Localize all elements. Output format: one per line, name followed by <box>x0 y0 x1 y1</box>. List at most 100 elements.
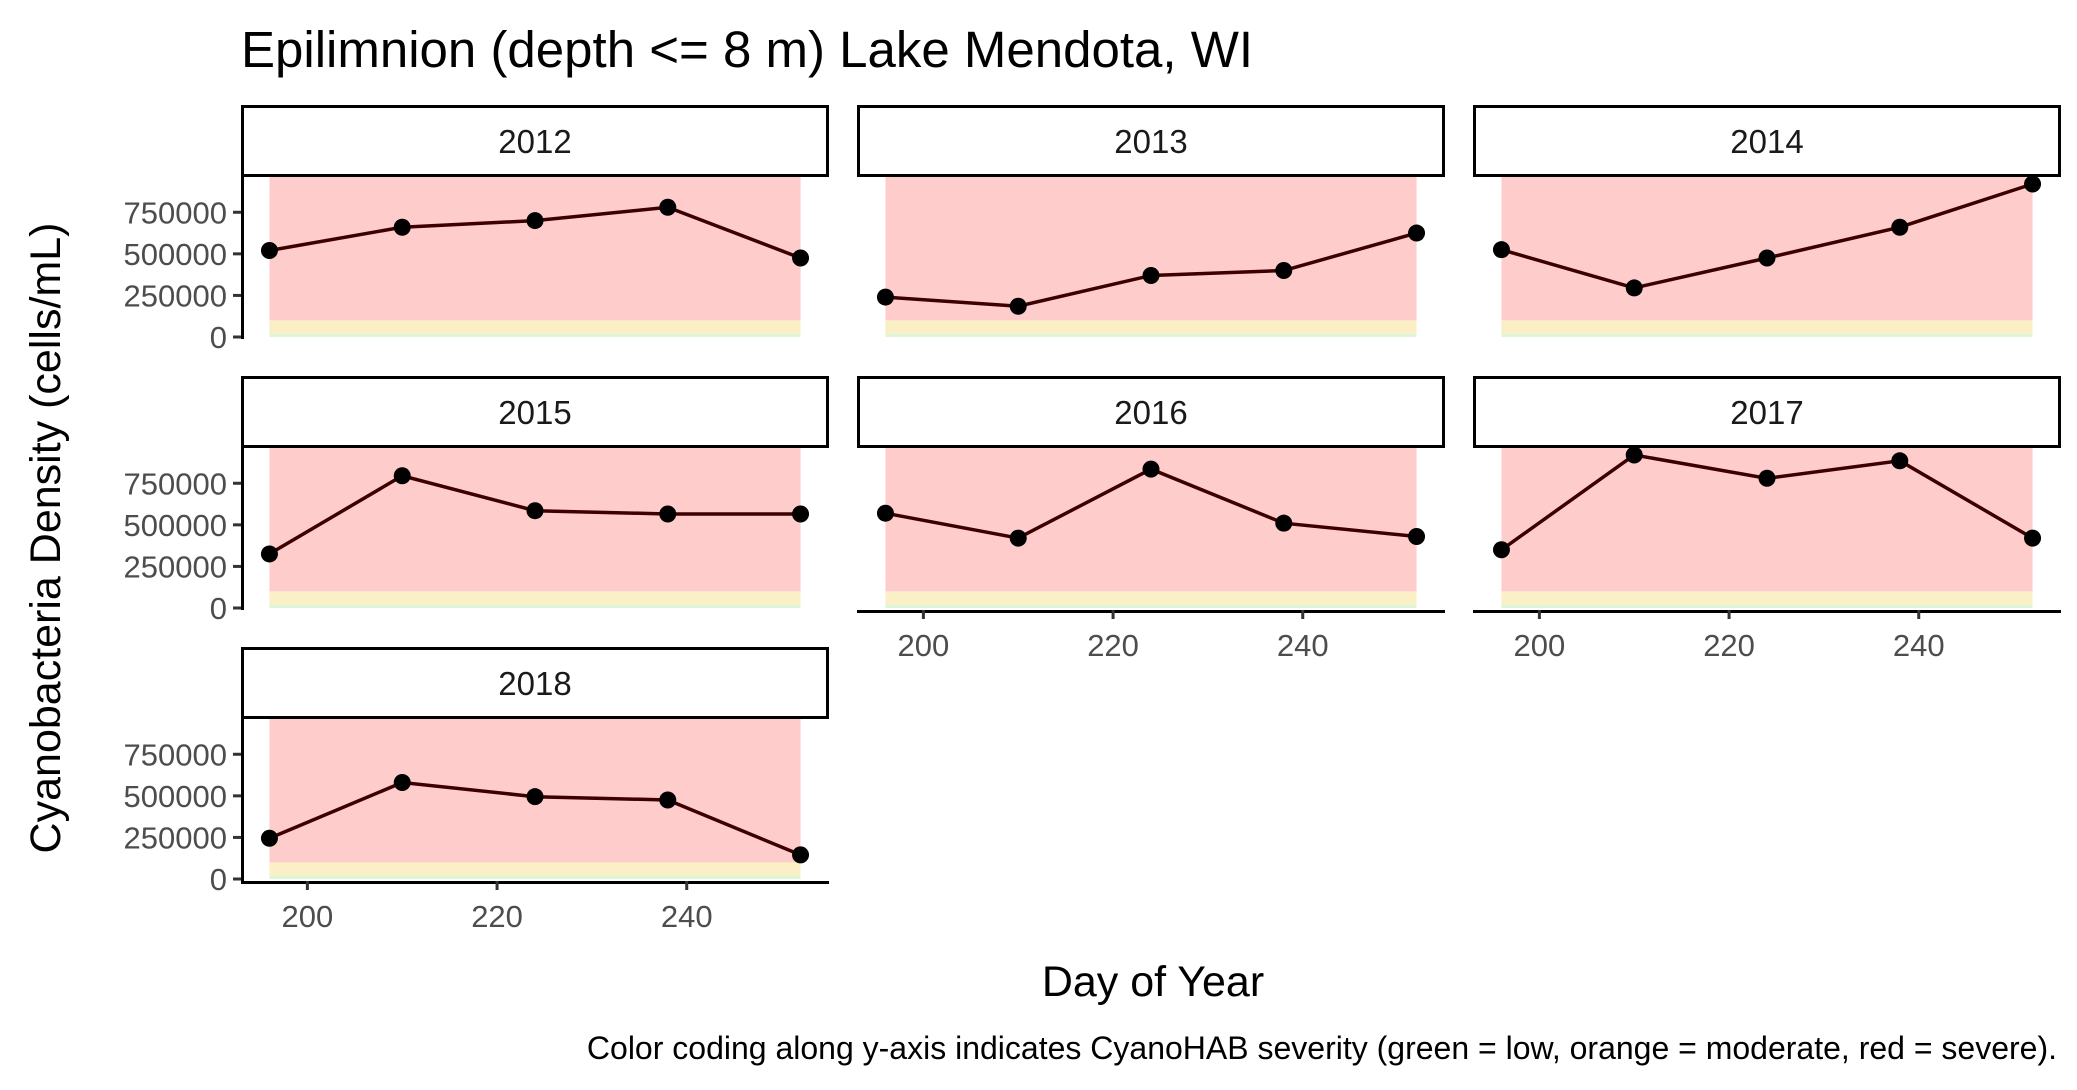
panel-2016: 2016 200 220 240 <box>857 376 1445 663</box>
band-moderate-2014 <box>1501 320 2033 334</box>
strip-label-2014: 2014 <box>1730 123 1803 160</box>
strip-label-2015: 2015 <box>498 394 571 431</box>
data-point-2012-224 <box>526 212 544 230</box>
data-point-2014-196 <box>1492 241 1510 259</box>
strip-2016 <box>857 376 1445 448</box>
x-tick-label-2017-240: 240 <box>1893 628 1945 663</box>
data-point-2015-238 <box>659 505 677 523</box>
data-point-2014-238 <box>1891 218 1909 236</box>
strip-2018 <box>241 647 829 719</box>
data-point-2012-238 <box>659 198 677 216</box>
panel-2018: 2018 0 250000 500000 750000 200 220 240 <box>124 647 829 934</box>
data-point-2012-210 <box>393 218 411 236</box>
panel-2012: 2012 0 250000 500000 750000 <box>124 105 829 355</box>
data-point-2014-252 <box>2024 175 2042 193</box>
panel-2013: 2013 <box>857 105 1445 337</box>
data-point-2013-238 <box>1275 261 1293 279</box>
band-low-2012 <box>269 333 801 337</box>
strip-2013 <box>857 105 1445 177</box>
data-point-2013-210 <box>1009 297 1027 315</box>
data-point-2018-252 <box>792 846 810 864</box>
data-point-2015-252 <box>792 505 810 523</box>
strip-2012 <box>241 105 829 177</box>
band-low-2017 <box>1501 604 2033 608</box>
band-moderate-2012 <box>269 320 801 334</box>
band-moderate-2016 <box>885 591 1417 605</box>
data-point-2015-224 <box>526 502 544 520</box>
y-tick-label-2015-750000: 750000 <box>124 466 227 501</box>
data-point-2017-252 <box>2024 529 2042 547</box>
y-tick-label-2018-250000: 250000 <box>124 820 227 855</box>
y-tick-label-2012-750000: 750000 <box>124 195 227 230</box>
x-tick-label-2016-240: 240 <box>1277 628 1329 663</box>
x-tick-label-2016-220: 220 <box>1087 628 1139 663</box>
data-point-2013-196 <box>876 288 894 306</box>
band-severe-2014 <box>1501 177 2033 321</box>
band-severe-2013 <box>885 177 1417 321</box>
strip-label-2016: 2016 <box>1114 394 1187 431</box>
data-point-2012-196 <box>260 242 278 260</box>
data-point-2017-196 <box>1492 541 1510 559</box>
y-tick-label-2012-0: 0 <box>210 320 227 355</box>
data-point-2013-224 <box>1142 266 1160 284</box>
data-point-2018-210 <box>393 774 411 792</box>
x-tick-label-2017-220: 220 <box>1703 628 1755 663</box>
y-tick-label-2018-750000: 750000 <box>124 737 227 772</box>
data-point-2012-252 <box>792 249 810 267</box>
strip-2014 <box>1473 105 2061 177</box>
strip-2015 <box>241 376 829 448</box>
data-point-2016-210 <box>1009 529 1027 547</box>
y-tick-label-2012-500000: 500000 <box>124 237 227 272</box>
strip-label-2013: 2013 <box>1114 123 1187 160</box>
data-point-2017-238 <box>1891 452 1909 470</box>
band-moderate-2018 <box>269 862 801 876</box>
band-low-2018 <box>269 875 801 879</box>
band-low-2016 <box>885 604 1417 608</box>
y-tick-label-2015-500000: 500000 <box>124 508 227 543</box>
x-tick-label-2018-220: 220 <box>471 899 523 934</box>
chart-caption: Color coding along y-axis indicates Cyan… <box>587 1030 2057 1066</box>
data-point-2016-196 <box>876 504 894 522</box>
data-point-2018-224 <box>526 788 544 806</box>
strip-2017 <box>1473 376 2061 448</box>
y-tick-label-2015-0: 0 <box>210 591 227 626</box>
data-point-2014-224 <box>1758 249 1776 267</box>
data-point-2018-196 <box>260 829 278 847</box>
data-point-2018-238 <box>659 791 677 809</box>
data-point-2016-252 <box>1408 527 1426 545</box>
data-point-2015-210 <box>393 467 411 485</box>
band-moderate-2015 <box>269 591 801 605</box>
band-low-2013 <box>885 333 1417 337</box>
y-axis-title: Cyanobacteria Density (cells/mL) <box>22 223 70 854</box>
chart-title: Epilimnion (depth <= 8 m) Lake Mendota, … <box>241 21 1253 78</box>
y-tick-label-2015-250000: 250000 <box>124 549 227 584</box>
strip-label-2018: 2018 <box>498 665 571 702</box>
panel-2017: 2017 200 220 240 <box>1473 376 2061 663</box>
facet-panels: 2012 0 250000 500000 750000 2013 2014 2015 0 2500… <box>124 105 2061 934</box>
x-tick-label-2016-200: 200 <box>898 628 950 663</box>
data-point-2017-210 <box>1625 446 1643 464</box>
data-point-2017-224 <box>1758 469 1776 487</box>
band-severe-2017 <box>1501 448 2033 592</box>
band-moderate-2013 <box>885 320 1417 334</box>
data-point-2015-196 <box>260 545 278 563</box>
data-point-2014-210 <box>1625 279 1643 297</box>
band-severe-2015 <box>269 448 801 592</box>
strip-label-2012: 2012 <box>498 123 571 160</box>
data-point-2016-224 <box>1142 460 1160 478</box>
band-moderate-2017 <box>1501 591 2033 605</box>
band-severe-2012 <box>269 177 801 321</box>
y-tick-label-2018-500000: 500000 <box>124 779 227 814</box>
band-low-2015 <box>269 604 801 608</box>
y-tick-label-2012-250000: 250000 <box>124 278 227 313</box>
strip-label-2017: 2017 <box>1730 394 1803 431</box>
panel-2014: 2014 <box>1473 105 2061 337</box>
panel-2015: 2015 0 250000 500000 750000 <box>124 376 829 626</box>
data-point-2013-252 <box>1408 224 1426 242</box>
data-point-2016-238 <box>1275 514 1293 532</box>
x-tick-label-2018-200: 200 <box>282 899 334 934</box>
x-tick-label-2017-200: 200 <box>1514 628 1566 663</box>
y-tick-label-2018-0: 0 <box>210 862 227 897</box>
x-tick-label-2018-240: 240 <box>661 899 713 934</box>
